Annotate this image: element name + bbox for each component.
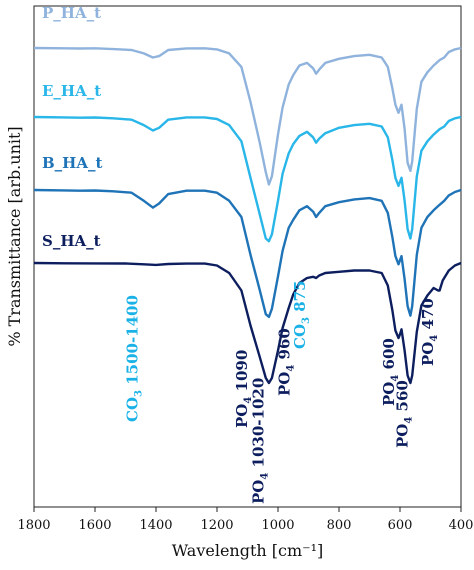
annotation-po4-1030-1020: PO4 1030-1020 xyxy=(249,378,270,504)
annotation-co3-875: CO3 875 xyxy=(291,280,312,349)
annotation-po4-1090: PO4 1090 xyxy=(233,350,254,428)
annotation-po4-560: PO4 560 xyxy=(394,380,415,448)
series-line-e-ha-t xyxy=(33,115,462,243)
annotation-co3-1500-1400: CO3 1500-1400 xyxy=(124,295,145,422)
series-line-p-ha-t xyxy=(33,46,462,186)
x-tick-label-800: 800 xyxy=(327,518,352,533)
x-tick-label-1800: 1800 xyxy=(17,518,50,533)
plot-frame xyxy=(33,5,462,508)
x-tick-label-400: 400 xyxy=(449,518,474,533)
series-label-s-ha-t: S_HA_t xyxy=(42,232,101,250)
series-label-b-ha-t: B_HA_t xyxy=(42,154,102,172)
x-tick-label-1400: 1400 xyxy=(139,518,172,533)
series-line-b-ha-t xyxy=(33,188,462,319)
annotation-po4-600: PO4 600 xyxy=(380,338,401,406)
series-line-s-ha-t xyxy=(33,261,462,385)
series-label-p-ha-t: P_HA_t xyxy=(42,4,101,22)
x-tick-label-1200: 1200 xyxy=(200,518,233,533)
x-axis-title: Wavelength [cm⁻¹] xyxy=(172,541,324,560)
x-tick-label-1000: 1000 xyxy=(261,518,294,533)
x-tick-label-1600: 1600 xyxy=(78,518,111,533)
y-axis-title: % Transmittance [arb.unit] xyxy=(5,126,24,346)
x-tick-label-600: 600 xyxy=(388,518,413,533)
annotation-po4-470: PO4 470 xyxy=(419,298,440,366)
series-label-e-ha-t: E_HA_t xyxy=(42,82,101,100)
annotation-po4-960: PO4 960 xyxy=(276,328,297,396)
